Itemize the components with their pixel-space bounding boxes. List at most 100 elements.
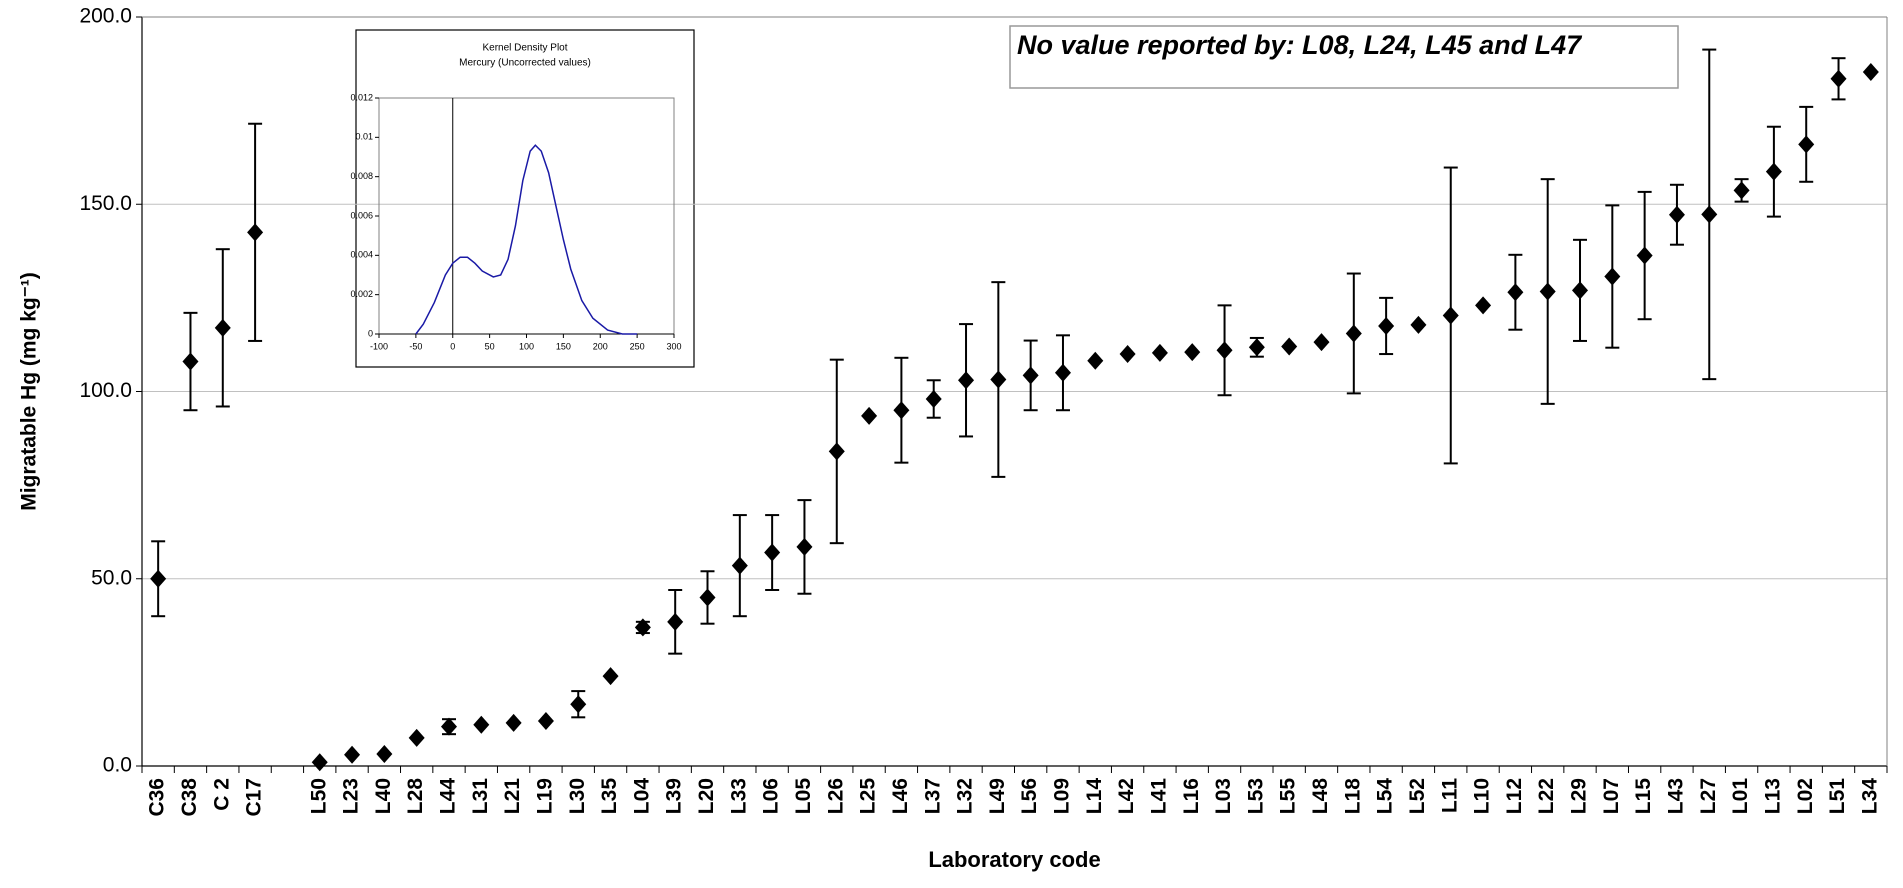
x-tick-label: L04 xyxy=(630,778,653,815)
marker xyxy=(440,717,457,736)
x-tick-label: L55 xyxy=(1277,778,1300,815)
marker xyxy=(1054,363,1071,382)
marker xyxy=(1862,63,1879,82)
x-tick-label: L50 xyxy=(307,778,330,814)
marker xyxy=(1572,281,1589,300)
marker xyxy=(925,389,942,408)
marker xyxy=(376,745,393,764)
x-tick-label: L52 xyxy=(1406,778,1429,814)
x-tick-label: L15 xyxy=(1632,778,1655,815)
marker xyxy=(247,223,264,242)
marker xyxy=(473,715,490,734)
x-tick-label: L39 xyxy=(663,778,686,814)
x-tick-label: C17 xyxy=(243,778,266,817)
x-axis-title: Laboratory code xyxy=(928,847,1100,872)
marker xyxy=(1507,283,1524,302)
x-tick-label: L49 xyxy=(986,778,1009,814)
marker xyxy=(1216,341,1233,360)
x-tick-label: L30 xyxy=(566,778,589,814)
inset-y-tick-label: 0 xyxy=(368,328,373,338)
marker xyxy=(1248,338,1265,357)
x-tick-label: L06 xyxy=(760,778,783,814)
x-tick-label: L12 xyxy=(1503,778,1526,814)
inset-x-tick-label: -50 xyxy=(409,341,422,351)
marker xyxy=(1313,333,1330,352)
marker xyxy=(990,370,1007,389)
x-tick-label: L21 xyxy=(501,778,524,815)
x-tick-label: L46 xyxy=(889,778,912,814)
x-tick-label: L13 xyxy=(1761,778,1784,814)
x-tick-label: L32 xyxy=(954,778,977,814)
x-tick-label: L54 xyxy=(1374,778,1397,815)
inset-x-tick-label: 200 xyxy=(593,341,608,351)
marker xyxy=(1410,315,1427,334)
inset-y-tick-label: 0.002 xyxy=(350,289,373,299)
y-tick-label: 100.0 xyxy=(79,379,132,402)
x-tick-label: L56 xyxy=(1018,778,1041,814)
inset-y-tick-label: 0.004 xyxy=(350,250,373,260)
marker xyxy=(1539,282,1556,301)
marker xyxy=(764,543,781,562)
x-tick-label: L25 xyxy=(857,778,880,815)
x-tick-label: L02 xyxy=(1794,778,1817,814)
marker xyxy=(150,569,167,588)
marker xyxy=(214,318,231,337)
y-tick-label: 150.0 xyxy=(79,192,132,215)
marker xyxy=(1604,267,1621,286)
x-tick-label: C38 xyxy=(178,778,201,817)
x-tick-label: L16 xyxy=(1180,778,1203,814)
marker xyxy=(1022,366,1039,385)
marker xyxy=(1636,246,1653,265)
inset-x-tick-label: 150 xyxy=(556,341,571,351)
x-tick-label: L29 xyxy=(1568,778,1591,814)
marker xyxy=(958,371,975,390)
x-tick-label: L03 xyxy=(1212,778,1235,814)
marker xyxy=(408,728,425,747)
marker xyxy=(699,588,716,607)
inset-x-tick-label: 300 xyxy=(666,341,681,351)
marker xyxy=(861,406,878,425)
x-tick-label: L01 xyxy=(1729,778,1752,815)
marker xyxy=(1668,205,1685,224)
marker xyxy=(311,753,328,772)
marker xyxy=(570,695,587,714)
x-tick-label: L43 xyxy=(1665,778,1688,814)
x-tick-label: L07 xyxy=(1600,778,1623,814)
x-tick-label: L42 xyxy=(1115,778,1138,814)
marker xyxy=(1733,181,1750,200)
inset-x-tick-label: -100 xyxy=(370,341,388,351)
x-tick-label: L14 xyxy=(1083,778,1106,815)
x-tick-label: L31 xyxy=(469,778,492,815)
annotation-box xyxy=(1009,25,1679,89)
x-tick-label: L34 xyxy=(1858,778,1881,815)
y-axis-title: Migratable Hg (mg kg⁻¹) xyxy=(18,272,41,511)
inset-frame xyxy=(355,29,695,368)
inset-x-tick-label: 50 xyxy=(485,341,495,351)
inset-y-tick-label: 0.01 xyxy=(355,132,373,142)
x-tick-label: L44 xyxy=(437,778,460,815)
x-tick-label: L41 xyxy=(1147,778,1170,815)
marker xyxy=(667,612,684,631)
annotation: No value reported by: L08, L24, L45 and … xyxy=(1017,30,1583,60)
marker xyxy=(344,745,361,764)
marker xyxy=(1345,324,1362,343)
marker xyxy=(1701,205,1718,224)
marker xyxy=(1119,345,1136,364)
x-tick-label: L51 xyxy=(1826,778,1849,815)
marker xyxy=(893,401,910,420)
marker xyxy=(828,442,845,461)
marker xyxy=(1475,296,1492,315)
inset-y-tick-label: 0.006 xyxy=(350,210,373,220)
x-tick-label: L35 xyxy=(598,778,621,815)
marker xyxy=(182,352,199,371)
y-tick-label: 200.0 xyxy=(79,5,132,28)
x-tick-label: L40 xyxy=(372,778,395,814)
x-tick-label: L28 xyxy=(404,778,427,815)
inset-y-tick-label: 0.012 xyxy=(350,92,373,102)
inset-title: Kernel Density Plot xyxy=(482,43,567,54)
inset-x-tick-label: 250 xyxy=(630,341,645,351)
marker xyxy=(1087,351,1104,370)
x-tick-label: L33 xyxy=(727,778,750,814)
y-tick-label: 50.0 xyxy=(91,566,132,589)
x-tick-label: C 2 xyxy=(210,778,233,811)
